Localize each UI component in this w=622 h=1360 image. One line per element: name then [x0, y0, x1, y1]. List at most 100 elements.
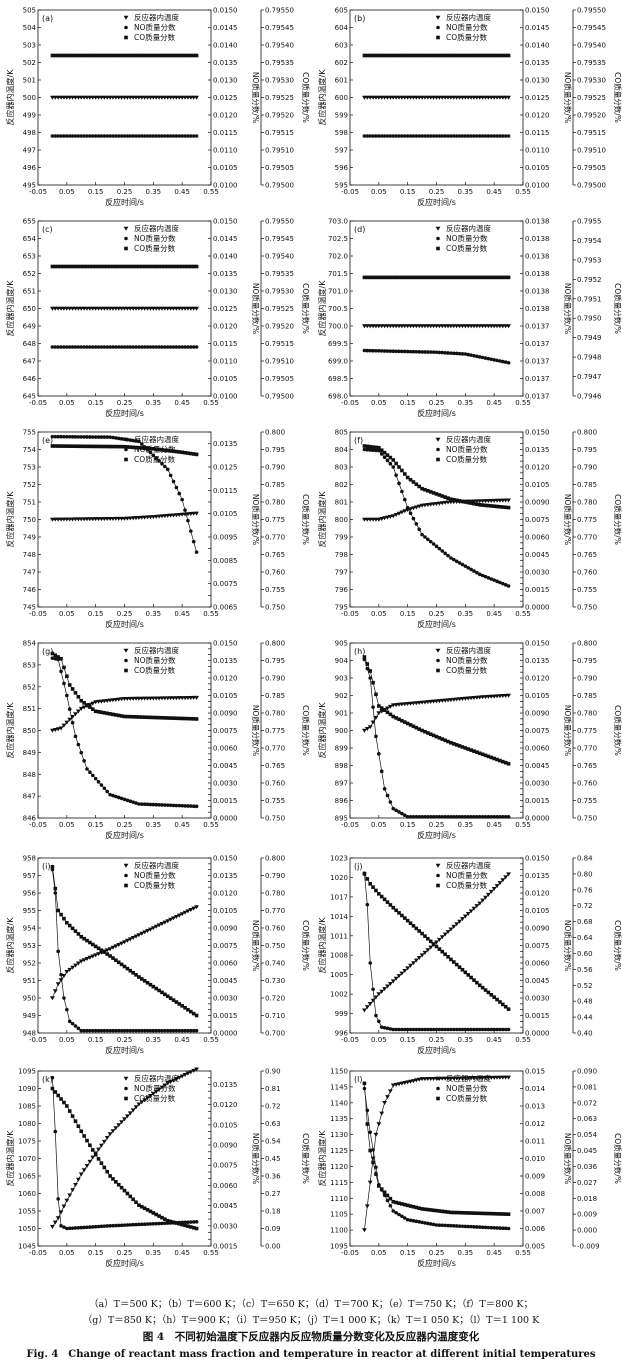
data-point-dot: [76, 742, 81, 747]
data-point-sq: [116, 444, 121, 449]
data-point-dot: [140, 802, 144, 806]
data-point-tri: [396, 974, 402, 979]
data-point-sq: [426, 731, 430, 735]
y2-tick-label: 0.0000: [213, 815, 238, 823]
y1-tick-label: 498: [23, 129, 36, 137]
data-point-tri: [55, 982, 61, 987]
data-point-dot: [53, 656, 58, 661]
data-point-sq: [177, 53, 182, 58]
data-point-dot: [374, 348, 378, 353]
y3-tick-label: 0.80: [577, 870, 593, 878]
y1-tick-label: 1105: [330, 1211, 348, 1219]
data-point-sq: [460, 275, 465, 280]
data-point-dot: [449, 1027, 453, 1032]
legend-entry: 反应器内温度: [134, 223, 179, 233]
data-point-tri: [480, 898, 486, 903]
data-point-sq: [411, 924, 416, 928]
data-point-dot: [374, 1013, 378, 1018]
y2-tick-label: 0.014: [525, 1085, 546, 1093]
data-point-tri: [139, 1100, 145, 1105]
y1-tick-label: 1120: [330, 1163, 348, 1171]
data-point-sq: [463, 275, 468, 280]
data-point-sq: [452, 497, 456, 502]
x-tick-label: 0.35: [458, 399, 474, 407]
legend-marker-tri: [435, 437, 441, 442]
data-point-dot: [96, 134, 101, 138]
data-point-dot: [501, 1226, 505, 1231]
series-line-sq: [52, 1088, 197, 1229]
y2-tick-label: 0.0105: [213, 164, 238, 172]
data-point-sq: [483, 275, 488, 280]
data-point-dot: [501, 134, 505, 138]
x-tick-label: 0.55: [203, 188, 219, 196]
y2-tick-label: 0.0090: [525, 710, 550, 718]
data-point-sq: [362, 444, 367, 448]
data-point-dot: [128, 438, 133, 442]
x-tick-label: 0.45: [174, 399, 190, 407]
data-point-dot: [186, 804, 190, 808]
data-point-sq: [385, 53, 390, 58]
data-point-sq: [437, 947, 442, 951]
y2-tick-label: 0.013: [525, 1103, 545, 1111]
data-point-tri: [165, 919, 171, 924]
data-point-tri: [373, 715, 379, 720]
y3-tick-label: 0.770: [577, 745, 597, 753]
data-point-sq: [391, 714, 396, 719]
data-point-dot: [140, 345, 144, 349]
data-point-sq: [477, 1211, 482, 1216]
data-point-tri: [185, 1071, 191, 1076]
y2-tick-label: 0.0150: [213, 218, 238, 226]
y1-tick-label: 605: [335, 7, 348, 15]
data-point-sq: [70, 53, 75, 58]
x-axis-label: 反应时间/s: [105, 830, 144, 840]
y2-tick-label: 0.0030: [213, 1222, 238, 1230]
data-point-sq: [160, 448, 164, 452]
data-point-dot: [501, 359, 505, 364]
data-point-tri: [171, 1078, 176, 1083]
data-point-sq: [420, 275, 424, 280]
data-point-tri: [168, 917, 174, 922]
data-point-sq: [506, 505, 511, 510]
data-point-dot: [65, 434, 69, 439]
data-point-tri: [124, 1114, 130, 1119]
data-point-tri: [61, 723, 67, 728]
data-point-sq: [56, 53, 60, 58]
x-tick-label: -0.05: [341, 1249, 359, 1257]
data-point-sq: [67, 264, 72, 269]
data-point-sq: [423, 1207, 427, 1212]
data-point-sq: [405, 1203, 410, 1208]
y2-tick-label: 0.008: [525, 1190, 545, 1198]
x-tick-label: 0.35: [458, 821, 474, 829]
data-point-sq: [50, 1086, 55, 1091]
data-point-dot: [134, 1028, 138, 1033]
data-point-sq: [122, 444, 127, 449]
data-point-dot: [417, 815, 422, 819]
data-point-dot: [503, 1226, 508, 1231]
data-point-tri: [399, 702, 405, 707]
y2-tick-label: 0.0075: [525, 727, 550, 735]
data-point-tri: [376, 517, 382, 522]
y3-tick-label: 0.775: [577, 516, 597, 524]
panel-label: (d): [354, 225, 365, 234]
data-point-dot: [186, 1028, 190, 1033]
y3-tick-label: 0.48: [577, 998, 593, 1006]
data-point-dot: [480, 573, 485, 578]
data-point-dot: [102, 1028, 107, 1033]
data-point-sq: [463, 746, 468, 750]
y2-tick-label: 0.0138: [525, 218, 550, 226]
data-point-dot: [116, 345, 121, 349]
data-point-sq: [492, 756, 496, 761]
data-point-dot: [82, 435, 86, 439]
y2-tick-label: 0.0138: [525, 305, 550, 313]
data-point-dot: [90, 345, 95, 349]
data-point-sq: [495, 997, 499, 1002]
legend-entry: CO质量分数: [446, 32, 488, 42]
data-point-tri: [439, 698, 445, 703]
data-point-dot: [137, 439, 141, 444]
data-point-dot: [154, 1028, 159, 1033]
y1-tick-label: 904: [335, 657, 349, 665]
data-point-dot: [397, 810, 401, 814]
x-axis-label: 反应时间/s: [417, 830, 456, 840]
data-point-sq: [388, 1196, 393, 1201]
y1-tick-label: 854: [23, 640, 37, 648]
